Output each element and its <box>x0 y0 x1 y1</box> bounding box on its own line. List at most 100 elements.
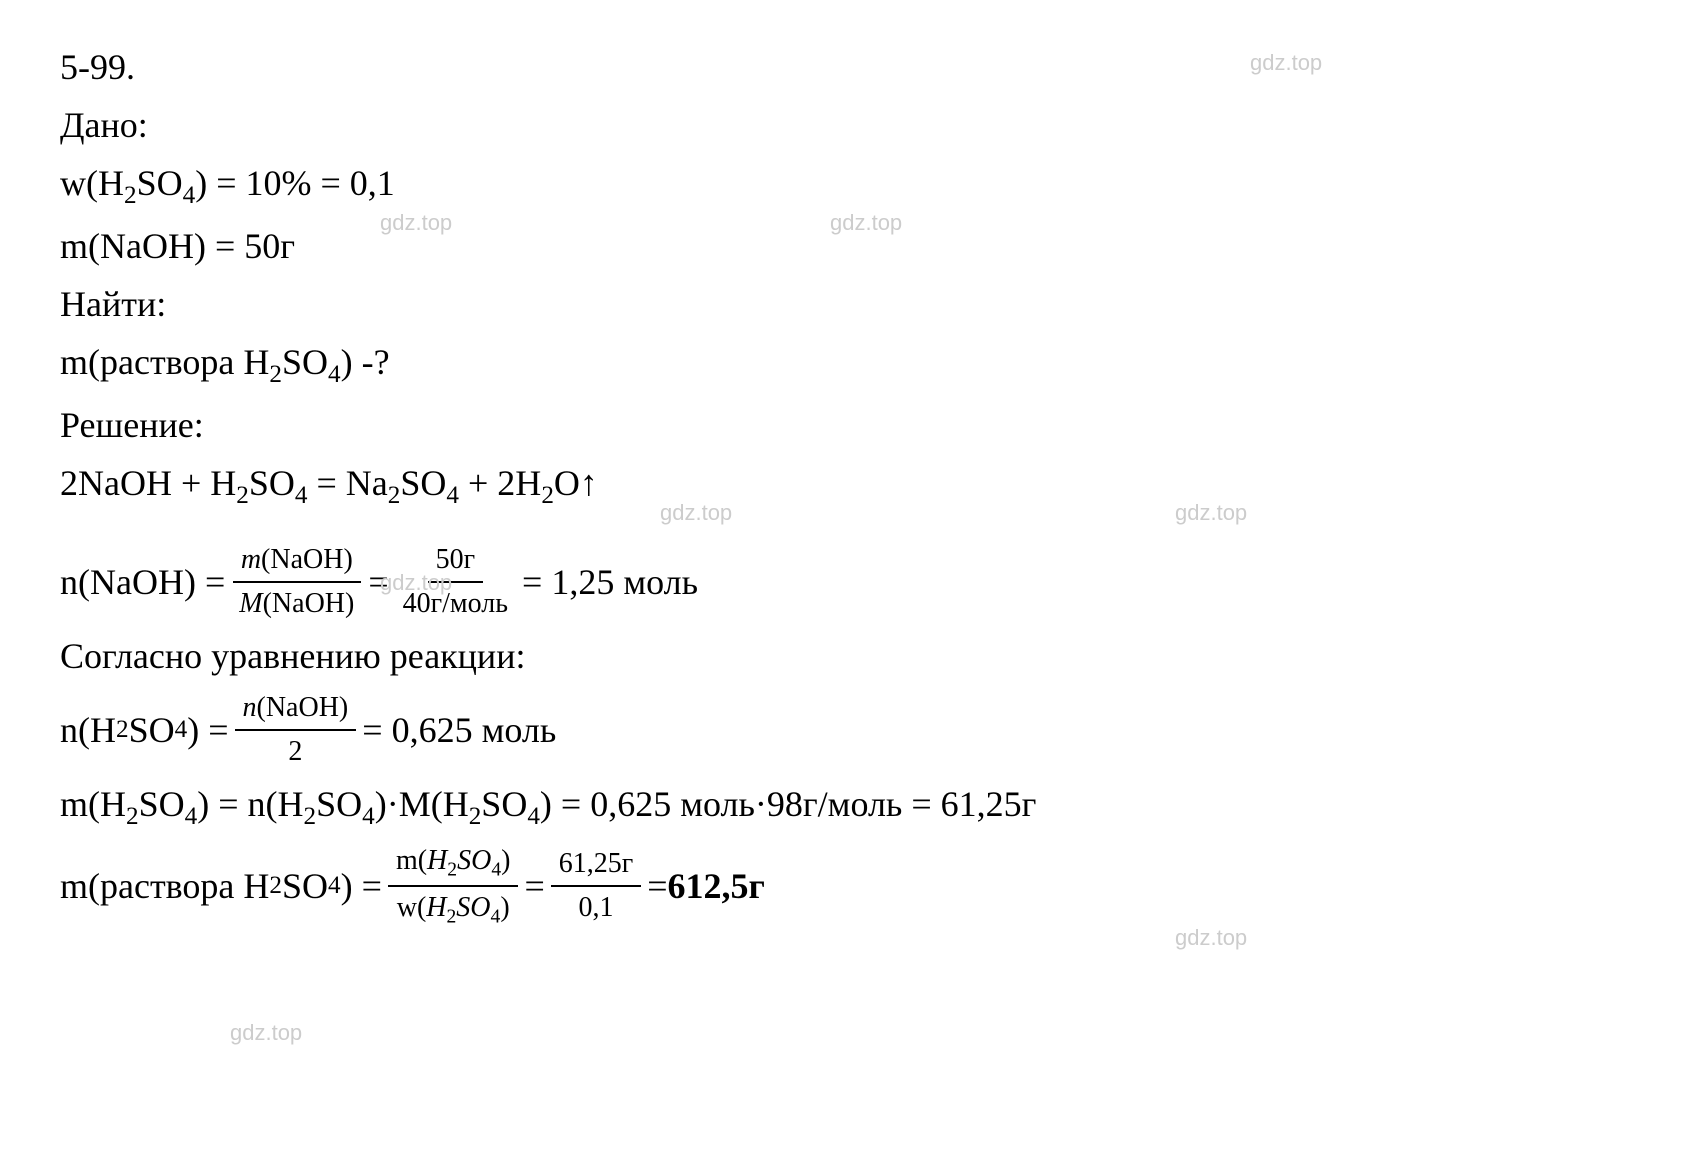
text-part: = 1,25 моль <box>522 555 698 609</box>
text-part: = <box>524 859 544 913</box>
numerator: m(H2SO4) <box>388 840 519 887</box>
numerator: 61,25г <box>551 843 641 887</box>
calc-2: n(H2SO4) = n(NaOH) 2 = 0,625 моль <box>60 687 1621 773</box>
text-part: SO <box>139 784 185 824</box>
text-part: ) <box>500 892 509 923</box>
subscript: 4 <box>491 907 501 928</box>
subscript: 2 <box>269 361 282 388</box>
text-part: SO <box>137 163 183 203</box>
calc-3: m(H2SO4) = n(H2SO4)·M(H2SO4) = 0,625 мол… <box>60 777 1621 836</box>
subscript: 2 <box>304 803 317 830</box>
italic-var: S <box>456 892 470 923</box>
text-part: n(H <box>60 703 116 757</box>
subscript: 2 <box>126 803 139 830</box>
problem-content: 5-99. Дано: w(H2SO4) = 10% = 0,1 m(NaOH)… <box>60 40 1621 932</box>
watermark: gdz.top <box>230 1020 302 1046</box>
text-part: O↑ <box>554 463 598 503</box>
text-part: ) -? <box>341 342 390 382</box>
subscript: 4 <box>328 867 341 905</box>
italic-var: O <box>470 892 490 923</box>
italic-var: M <box>239 588 262 619</box>
denominator: M(NaOH) <box>231 583 362 625</box>
italic-var: O <box>471 845 491 876</box>
numerator: m(NaOH) <box>233 539 361 583</box>
subscript: 2 <box>116 711 129 749</box>
italic-var: m <box>241 544 261 575</box>
text-part: w( <box>397 892 427 923</box>
denominator: w(H2SO4) <box>389 887 518 932</box>
text-part: ) = 10% = 0,1 <box>195 163 395 203</box>
subscript: 4 <box>185 803 198 830</box>
fraction: m(NaOH) M(NaOH) <box>231 539 362 625</box>
text-part: = Na <box>308 463 388 503</box>
find-line-1: m(раствора H2SO4) -? <box>60 335 1621 394</box>
fraction: n(NaOH) 2 <box>235 687 357 773</box>
fraction: 61,25г 0,1 <box>551 843 641 929</box>
text-part: SO <box>481 784 527 824</box>
calc-1: n(NaOH) = m(NaOH) M(NaOH) = 50г 40г/моль… <box>60 539 1621 625</box>
text-part: SO <box>282 342 328 382</box>
final-answer: 612,5г <box>668 859 765 913</box>
subscript: 4 <box>295 482 308 509</box>
italic-var: S <box>457 845 471 876</box>
text-part: SO <box>249 463 295 503</box>
text-part: ) = n(H <box>197 784 303 824</box>
problem-number: 5-99. <box>60 40 1621 94</box>
text-part: + 2H <box>459 463 541 503</box>
text-part: m(раствора H <box>60 342 269 382</box>
subscript: 2 <box>124 182 137 209</box>
text-part: ) = <box>341 859 382 913</box>
text-part: m(H <box>60 784 126 824</box>
fraction: 50г 40г/моль <box>395 539 516 625</box>
text-part: m( <box>396 845 427 876</box>
italic-var: H <box>427 845 447 876</box>
text-part: ) = 0,625 моль·98г/моль = 61,25г <box>540 784 1037 824</box>
subscript: 4 <box>183 182 196 209</box>
text-part: ) = <box>187 703 228 757</box>
given-label: Дано: <box>60 98 1621 152</box>
numerator: n(NaOH) <box>235 687 357 731</box>
fraction: m(H2SO4) w(H2SO4) <box>388 840 519 932</box>
subscript: 2 <box>447 860 457 881</box>
text-part: SO <box>282 859 328 913</box>
italic-var: H <box>426 892 446 923</box>
numerator: 50г <box>428 539 483 583</box>
text-part: SO <box>316 784 362 824</box>
text-part: m(раствора H <box>60 859 269 913</box>
italic-var: n <box>243 692 257 723</box>
calc-4: m(раствора H2SO4) = m(H2SO4) w(H2SO4) = … <box>60 840 1621 932</box>
denominator: 40г/моль <box>395 583 516 625</box>
text-part: )·M(H <box>375 784 469 824</box>
subscript: 4 <box>175 711 188 749</box>
subscript: 2 <box>447 907 457 928</box>
subscript: 4 <box>362 803 375 830</box>
text-part: = <box>647 859 667 913</box>
denominator: 2 <box>280 731 310 773</box>
subscript: 2 <box>269 867 282 905</box>
text-part: SO <box>129 703 175 757</box>
given-line-1: w(H2SO4) = 10% = 0,1 <box>60 156 1621 215</box>
text-part: (NaOH) <box>257 692 349 723</box>
subscript: 4 <box>328 361 341 388</box>
denominator: 0,1 <box>570 887 621 929</box>
text-part: n(NaOH) = <box>60 555 225 609</box>
subscript: 2 <box>541 482 554 509</box>
text-part: = <box>368 555 388 609</box>
solution-label: Решение: <box>60 398 1621 452</box>
subscript: 4 <box>527 803 540 830</box>
text-part: = 0,625 моль <box>362 703 556 757</box>
text-part: 2NaOH + H <box>60 463 236 503</box>
subscript: 4 <box>446 482 459 509</box>
text-part: (NaOH) <box>263 588 355 619</box>
subscript: 2 <box>388 482 401 509</box>
text-part: ) <box>501 845 510 876</box>
subscript: 4 <box>491 860 501 881</box>
chemical-equation: 2NaOH + H2SO4 = Na2SO4 + 2H2O↑ <box>60 456 1621 515</box>
subscript: 2 <box>236 482 249 509</box>
subscript: 2 <box>469 803 482 830</box>
text-part: (NaOH) <box>261 544 353 575</box>
given-line-2: m(NaOH) = 50г <box>60 219 1621 273</box>
text-part: SO <box>400 463 446 503</box>
find-label: Найти: <box>60 277 1621 331</box>
text-part: w(H <box>60 163 124 203</box>
